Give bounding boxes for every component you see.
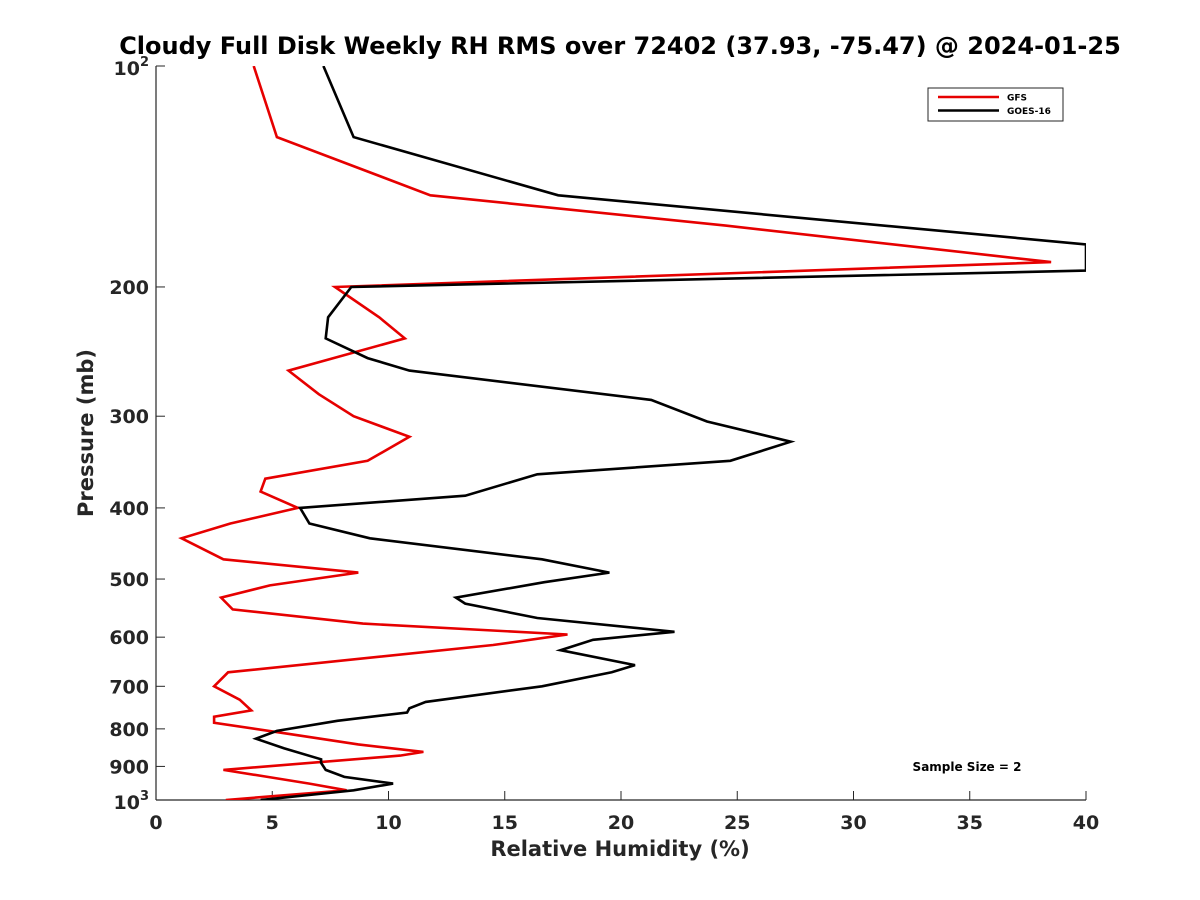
x-tick-label: 25: [724, 812, 750, 834]
y-tick-label-exponent: 2: [140, 55, 149, 70]
legend-label: GFS: [1007, 94, 1027, 104]
x-axis-label: Relative Humidity (%): [490, 837, 749, 861]
x-tick-label: 0: [149, 812, 162, 834]
y-tick-label: 300: [109, 406, 149, 428]
x-tick-label: 5: [266, 812, 279, 834]
y-tick-label: 500: [109, 569, 149, 591]
series-line-goes-16: [252, 66, 1086, 800]
y-tick-label-exponent: 3: [140, 789, 149, 804]
x-tick-label: 20: [608, 812, 634, 834]
legend-label: GOES-16: [1007, 107, 1051, 117]
y-tick-label: 900: [109, 756, 149, 778]
x-tick-label: 15: [492, 812, 518, 834]
y-tick-label-base: 10: [114, 58, 140, 80]
x-tick-label: 40: [1073, 812, 1099, 834]
x-tick-label: 35: [957, 812, 983, 834]
y-tick-label: 102: [114, 55, 150, 80]
legend-box: [927, 87, 1064, 122]
x-tick-label: 10: [375, 812, 401, 834]
y-tick-label: 103: [114, 789, 150, 814]
chart-title: Cloudy Full Disk Weekly RH RMS over 7240…: [119, 32, 1121, 60]
sample-size-annotation: Sample Size = 2: [913, 760, 1022, 774]
y-tick-label-base: 10: [114, 792, 140, 814]
series-line-gfs: [178, 66, 1052, 800]
y-axis-label: Pressure (mb): [74, 349, 98, 517]
y-tick-label: 800: [109, 719, 149, 741]
y-tick-label: 600: [109, 627, 149, 649]
legend: GFS GOES-16: [927, 87, 1064, 122]
plot-area: 0 5 10 15 20 25 30 35 40102200300400500600700800…: [109, 55, 1099, 834]
y-tick-label: 700: [109, 676, 149, 698]
series-group: [178, 66, 1086, 800]
y-tick-label: 200: [109, 277, 149, 299]
y-tick-label: 400: [109, 498, 149, 520]
x-tick-label: 30: [840, 812, 866, 834]
